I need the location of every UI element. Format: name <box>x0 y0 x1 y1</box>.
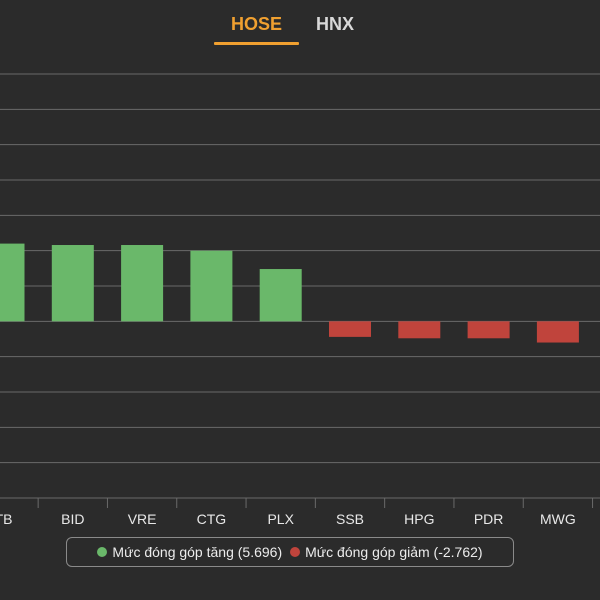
bar-plx <box>259 269 302 322</box>
bar-pdr <box>467 321 510 339</box>
chart-legend: Mức đóng góp tăng (5.696) Mức đóng góp g… <box>66 537 514 567</box>
bar-vre <box>121 245 164 322</box>
legend-item-negative[interactable]: Mức đóng góp giảm (-2.762) <box>290 544 483 560</box>
legend-positive-label: Mức đóng góp tăng (5.696) <box>112 544 283 560</box>
x-tick-label: HPG <box>404 511 434 527</box>
x-tick-label: MWG <box>540 511 576 527</box>
bar-mwg <box>536 321 579 343</box>
x-tick-label: CTG <box>197 511 227 527</box>
x-tick-label: BID <box>61 511 84 527</box>
bars <box>0 243 579 343</box>
x-tick-label: SSB <box>336 511 364 527</box>
bar-tb <box>0 243 25 322</box>
x-tick-label: PDR <box>474 511 504 527</box>
positive-dot-icon <box>97 547 108 557</box>
bar-hpg <box>398 321 441 339</box>
x-tick-label: TB <box>0 511 12 527</box>
contribution-bar-chart: TB BID VRE CTG PLX SSB HPG PDR MWG <box>0 73 600 527</box>
x-tick-label: VRE <box>128 511 157 527</box>
x-axis: TB BID VRE CTG PLX SSB HPG PDR MWG <box>0 497 600 527</box>
bar-ctg <box>190 250 233 322</box>
tab-hnx[interactable]: HNX <box>315 14 354 34</box>
active-tab-indicator <box>214 42 299 45</box>
tab-hose[interactable]: HOSE <box>230 14 282 34</box>
exchange-tabs: HOSE HNX <box>0 0 600 48</box>
bar-ssb <box>329 321 371 337</box>
x-tick-label: PLX <box>267 511 294 527</box>
legend-negative-label: Mức đóng góp giảm (-2.762) <box>305 544 483 560</box>
bar-bid <box>51 245 94 322</box>
legend-item-positive[interactable]: Mức đóng góp tăng (5.696) <box>97 544 282 560</box>
negative-dot-icon <box>290 547 301 557</box>
